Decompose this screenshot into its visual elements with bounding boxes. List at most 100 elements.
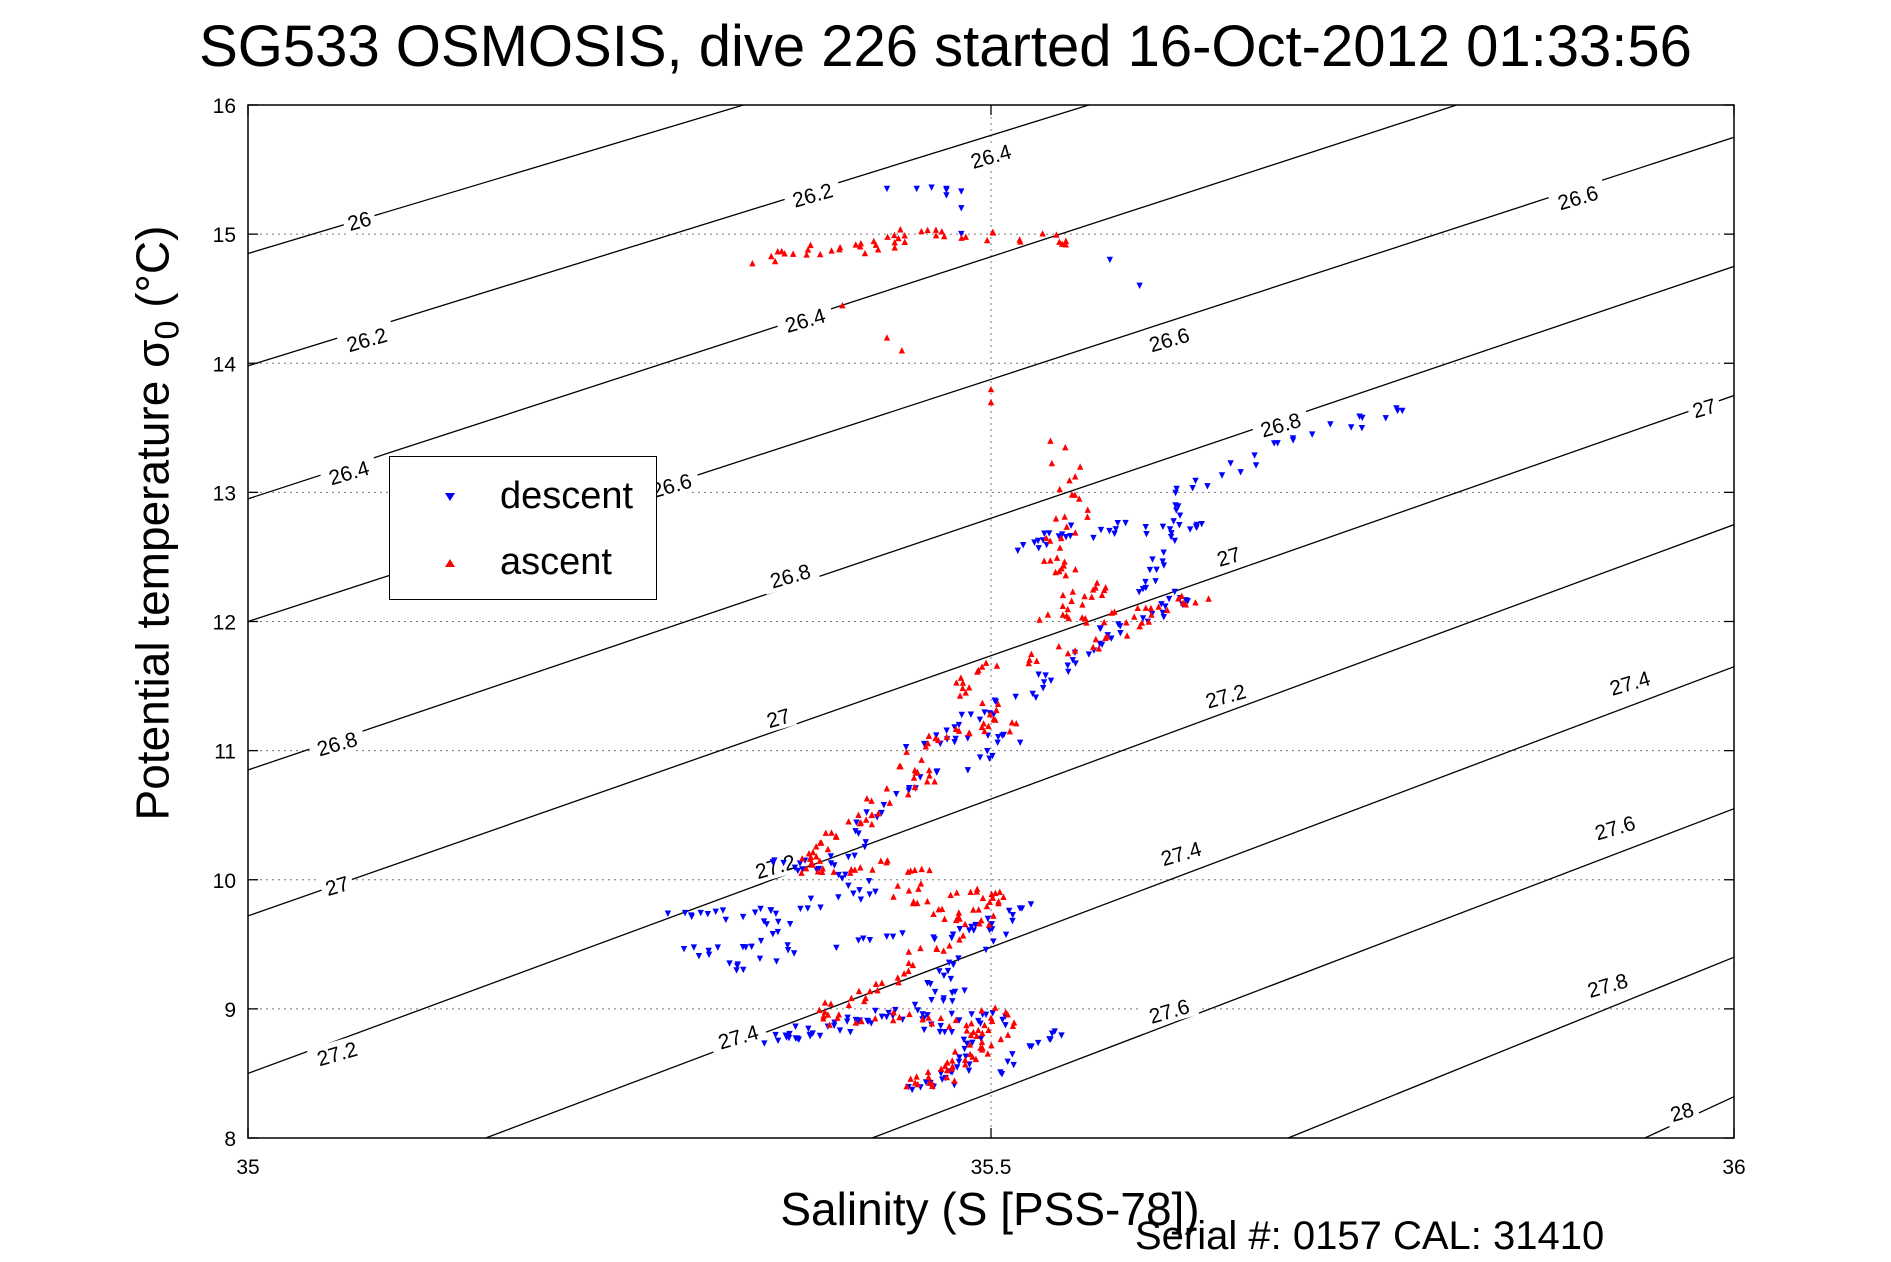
data-point-ascent: [915, 885, 922, 892]
data-point-descent: [1005, 907, 1013, 915]
contour-label-text: 26.6: [1147, 324, 1193, 357]
data-point-descent: [961, 1045, 968, 1053]
data-point-descent: [989, 1010, 996, 1017]
data-point-descent: [1058, 531, 1066, 538]
data-point-ascent: [1192, 599, 1199, 606]
data-point-descent: [845, 882, 852, 889]
data-point-ascent: [984, 1050, 991, 1057]
data-point-descent: [969, 1039, 976, 1046]
data-point-ascent: [905, 948, 912, 955]
data-point-ascent: [1004, 1031, 1012, 1038]
data-point-descent: [836, 1027, 844, 1034]
data-point-descent: [948, 989, 956, 997]
data-point-ascent: [1155, 603, 1162, 610]
data-point-descent: [1064, 662, 1071, 669]
contour-label-text: 26.8: [1258, 409, 1304, 442]
data-point-ascent: [1065, 614, 1072, 622]
data-point-descent: [714, 944, 722, 951]
data-point-ascent: [1059, 591, 1067, 599]
data-point-ascent: [1026, 656, 1033, 663]
contour-label-bg: [1195, 676, 1256, 715]
contour-label-text: 27.2: [753, 851, 799, 884]
data-point-descent: [804, 905, 811, 912]
data-point-ascent: [990, 912, 997, 919]
data-point-ascent: [1058, 565, 1065, 572]
contour-line-27: [248, 394, 1734, 917]
data-point-ascent: [874, 986, 881, 994]
data-point-descent: [1029, 690, 1036, 698]
data-point-ascent: [1083, 619, 1090, 626]
data-point-ascent: [909, 899, 917, 907]
contour-line-27.2: [248, 524, 1734, 1075]
contour-label: 27.4: [1599, 663, 1660, 702]
data-point-descent: [1166, 526, 1174, 533]
data-point-descent: [757, 937, 765, 945]
data-point-descent: [937, 1070, 945, 1077]
data-point-descent: [1142, 578, 1149, 586]
data-point-descent: [936, 1028, 944, 1036]
data-point-ascent: [932, 232, 940, 239]
legend: descent ascent: [389, 456, 657, 600]
data-point-ascent: [1008, 719, 1016, 726]
data-point-descent: [1159, 558, 1166, 565]
data-point-ascent: [993, 662, 1001, 669]
data-point-descent: [940, 972, 948, 979]
x-tick-label: 36: [1722, 1156, 1745, 1179]
data-point-descent: [853, 819, 860, 826]
data-point-descent: [999, 732, 1006, 739]
data-point-ascent: [868, 820, 876, 828]
data-point-ascent: [967, 888, 974, 896]
data-point-ascent: [812, 843, 820, 850]
data-point-ascent: [941, 232, 948, 240]
data-point-descent: [964, 735, 971, 742]
data-point-descent: [1218, 472, 1226, 479]
data-point-ascent: [855, 811, 862, 818]
data-point-ascent: [955, 909, 963, 916]
data-point-ascent: [946, 942, 953, 949]
data-point-descent: [1112, 526, 1120, 533]
data-point-ascent: [979, 1044, 986, 1051]
data-point-descent: [866, 891, 873, 898]
y-tick-label: 12: [213, 612, 236, 635]
data-point-descent: [792, 1035, 799, 1042]
data-point-descent: [933, 769, 940, 776]
data-point-ascent: [958, 234, 965, 241]
data-point-descent: [984, 748, 991, 755]
data-point-descent: [967, 711, 975, 718]
contour-label-text: 26.4: [968, 140, 1014, 173]
data-point-ascent: [1061, 558, 1068, 565]
data-point-ascent: [975, 666, 982, 674]
data-point-ascent: [1123, 632, 1131, 639]
contour-label-bg: [774, 300, 836, 339]
data-point-descent: [1106, 527, 1113, 535]
data-point-descent: [865, 878, 873, 885]
data-point-descent: [933, 732, 940, 739]
data-point-ascent: [930, 910, 937, 917]
data-point-ascent: [1061, 513, 1068, 520]
data-point-descent: [1035, 545, 1042, 552]
data-point-ascent: [905, 967, 912, 974]
data-point-ascent: [875, 810, 882, 817]
data-point-descent: [1204, 483, 1211, 490]
data-point-descent: [1009, 911, 1016, 919]
data-point-ascent: [1043, 534, 1050, 542]
data-point-descent: [862, 839, 869, 846]
data-point-ascent: [884, 857, 891, 864]
data-point-ascent: [988, 1041, 995, 1049]
y-tick-label: 15: [213, 224, 236, 247]
data-point-ascent: [975, 1026, 982, 1034]
data-point-descent: [976, 716, 984, 724]
data-point-descent: [734, 961, 742, 968]
y-tick-label: 13: [213, 482, 236, 505]
data-point-ascent: [821, 999, 829, 1006]
data-point-descent: [851, 852, 858, 860]
data-point-descent: [1142, 584, 1150, 592]
data-point-ascent: [789, 250, 797, 257]
data-point-descent: [943, 192, 950, 199]
contour-label-text: 27.4: [1159, 838, 1205, 871]
data-point-descent: [943, 187, 950, 194]
data-point-ascent: [953, 679, 960, 686]
data-point-descent: [763, 921, 770, 928]
data-point-ascent: [905, 887, 913, 894]
data-point-descent: [664, 910, 672, 917]
